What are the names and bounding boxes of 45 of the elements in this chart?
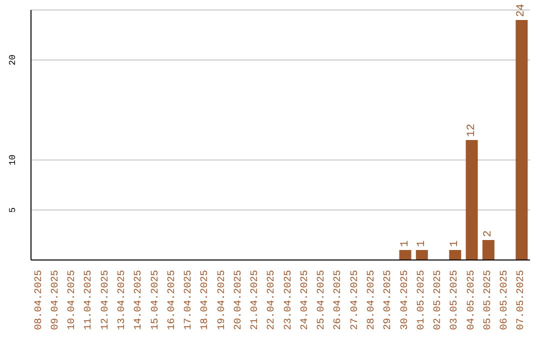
x-tick-label: 13.04.2025 [116,270,128,330]
data-label: 24 [516,3,528,17]
bar [449,250,462,260]
x-tick-label: 11.04.2025 [84,270,95,330]
x-tick-label: 23.04.2025 [283,270,294,330]
x-tick-label: 08.04.2025 [34,270,45,330]
bar [399,250,412,260]
bar [466,140,478,260]
data-label: 1 [416,240,428,247]
x-tick-label: 17.04.2025 [184,270,195,330]
x-tick-label: 06.05.2025 [500,270,511,330]
x-tick-label: 14.04.2025 [134,270,145,330]
y-tick-label: 5 [8,207,18,213]
x-tick-label: 26.04.2025 [333,270,344,330]
x-tick-label: 21.04.2025 [250,270,262,330]
x-tick-label: 01.05.2025 [416,270,428,330]
x-tick-label: 18.04.2025 [200,270,212,330]
data-label: 1 [399,240,412,247]
data-label: 2 [482,230,494,237]
x-tick-label: 09.04.2025 [50,270,62,330]
x-tick-label: 16.04.2025 [166,270,178,330]
x-tick-label: 25.04.2025 [316,270,328,330]
x-tick-label: 27.04.2025 [350,270,361,330]
y-tick-label: 20 [8,54,18,66]
bar [482,240,494,260]
bar [516,20,528,260]
x-tick-label: 02.05.2025 [433,270,444,330]
x-tick-label: 07.05.2025 [516,270,528,330]
x-tick-label: 19.04.2025 [216,270,228,330]
x-tick-label: 15.04.2025 [150,270,162,330]
y-tick-label: 10 [8,154,18,166]
x-tick-label: 29.04.2025 [383,270,394,330]
x-tick-label: 22.04.2025 [266,270,278,330]
x-tick-label: 24.04.2025 [300,270,311,330]
x-tick-label: 10.04.2025 [67,270,78,330]
x-tick-label: 28.04.2025 [366,270,378,330]
x-tick-label: 30.04.2025 [400,270,411,330]
x-tick-label: 20.04.2025 [233,270,244,330]
x-tick-label: 12.04.2025 [100,270,112,330]
x-tick-label: 05.05.2025 [482,270,494,330]
x-tick-label: 03.05.2025 [450,270,461,330]
data-label: 1 [449,240,462,247]
x-tick-label: 04.05.2025 [466,270,478,330]
bar [416,250,428,260]
data-label: 12 [466,124,478,137]
